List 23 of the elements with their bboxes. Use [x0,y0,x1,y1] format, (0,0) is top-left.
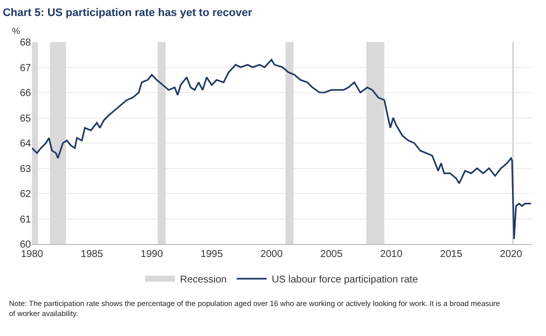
legend-label: Recession [180,274,227,286]
x-tick-label: 1985 [80,249,104,260]
y-tick-label: 61 [20,214,32,226]
y-axis-title: % [12,26,20,36]
y-tick-label: 65 [20,113,32,124]
x-tick-label: 1980 [20,249,44,260]
y-tick-label: 63 [20,164,32,175]
y-tick-label: 60 [20,240,32,250]
y-tick-label: 66 [20,88,32,99]
x-tick-label: 2015 [440,249,463,260]
x-tick-label: 1995 [200,249,224,260]
x-tick-label: 2000 [260,249,284,260]
y-tick-label: 67 [20,62,32,74]
legend-label: US labour force participation rate [272,274,418,286]
line-series [32,58,532,240]
x-tick-label: 2020 [500,249,523,260]
x-tick-label: 1990 [140,249,164,260]
chart-title: Chart 5: US participation rate has yet to recover [2,7,253,20]
y-tick-label: 64 [20,138,32,150]
y-tick-label: 68 [20,38,32,48]
x-tick-label: 2005 [320,249,343,260]
x-tick-label: 2010 [380,249,403,260]
y-tick-label: 62 [20,189,32,200]
